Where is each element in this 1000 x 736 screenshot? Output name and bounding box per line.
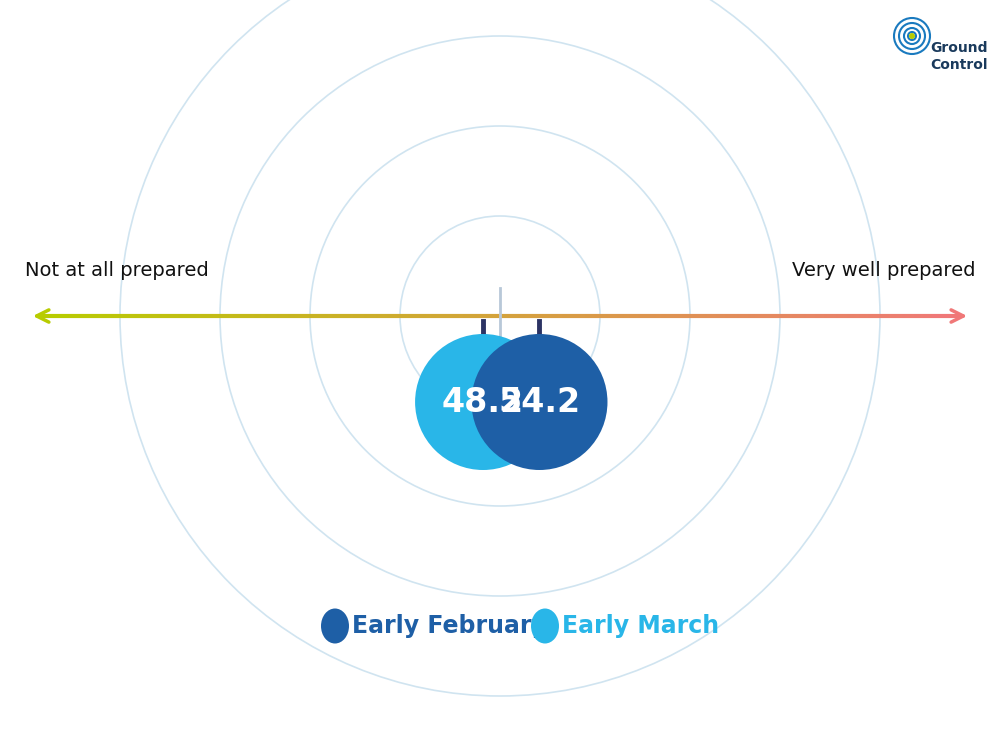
Text: Very well prepared: Very well prepared (792, 261, 975, 280)
Text: Ground
Control: Ground Control (930, 41, 988, 72)
Ellipse shape (531, 609, 559, 643)
Circle shape (415, 334, 551, 470)
Circle shape (909, 33, 915, 39)
Ellipse shape (321, 609, 349, 643)
Text: Early March: Early March (562, 614, 719, 638)
Circle shape (471, 334, 607, 470)
Text: 54.2: 54.2 (498, 386, 581, 419)
Text: 48.2: 48.2 (442, 386, 524, 419)
Text: Early February: Early February (352, 614, 547, 638)
Text: Not at all prepared: Not at all prepared (25, 261, 209, 280)
